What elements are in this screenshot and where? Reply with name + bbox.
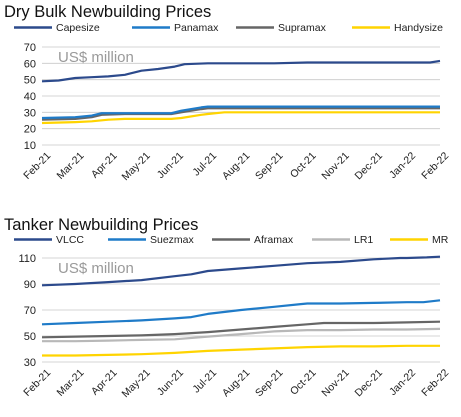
drybulk-unit-label: US$ million [58, 49, 134, 66]
drybulk-x-tick-label: Nov-21 [319, 150, 352, 183]
tanker-x-tick-label: Feb-21 [21, 367, 53, 399]
tanker-series-line-vlcc [41, 255, 441, 287]
drybulk-x-tick-label: Oct-21 [288, 150, 319, 181]
drybulk-y-tick-label: 50 [24, 75, 36, 87]
tanker-series-line-lr1 [42, 327, 441, 343]
drybulk-y-tick-label: 20 [24, 124, 36, 136]
drybulk-y-tick-label: 60 [24, 58, 36, 70]
tanker-y-tick-label: 70 [24, 305, 36, 317]
tanker-x-tick-label: Jan-22 [387, 367, 418, 398]
drybulk-x-tick-label: Apr-21 [89, 150, 120, 181]
drybulk-y-tick-label: 10 [24, 140, 36, 152]
tanker-x-tick-label: Mar-21 [54, 367, 86, 399]
drybulk-y-tick-label: 70 [24, 42, 36, 54]
drybulk-chart-title: Dry Bulk Newbuilding Prices [4, 3, 211, 21]
drybulk-x-tick-label: Sep-21 [253, 150, 286, 183]
tanker-legend-label-lr1: LR1 [354, 234, 373, 246]
tanker-x-tick-label: Sep-21 [253, 367, 286, 400]
drybulk-x-tick-label: Feb-22 [419, 150, 451, 182]
tanker-legend-label-suezmax: Suezmax [150, 234, 195, 246]
tanker-series-line-aframax [41, 320, 441, 339]
tanker-x-tick-label: May-21 [120, 367, 153, 400]
drybulk-x-tick-label: Mar-21 [54, 150, 86, 182]
tanker-chart-title: Tanker Newbuilding Prices [4, 216, 198, 234]
drybulk-y-tick-label: 30 [24, 107, 36, 119]
tanker-legend-label-mr: MR [432, 234, 449, 246]
tanker-x-tick-label: Jul-21 [190, 367, 219, 396]
drybulk-x-tick-label: Dec-21 [353, 150, 386, 183]
tanker-x-tick-label: Oct-21 [288, 367, 319, 398]
tanker-series-line-mr [42, 344, 440, 357]
tanker-x-tick-label: Nov-21 [319, 367, 352, 400]
drybulk-legend-label-handysize: Handysize [394, 22, 443, 34]
tanker-y-tick-label: 110 [18, 253, 36, 265]
tanker-y-tick-label: 30 [24, 357, 36, 369]
drybulk-series-line-capesize [41, 59, 441, 83]
drybulk-legend-label-capesize: Capesize [56, 22, 100, 34]
drybulk-x-tick-label: Jun-21 [155, 150, 186, 181]
tanker-legend-label-vlcc: VLCC [56, 234, 84, 246]
drybulk-series-line-panamax [41, 105, 440, 120]
tanker-x-tick-label: Dec-21 [353, 367, 386, 400]
drybulk-x-tick-label: Aug-21 [220, 150, 253, 183]
drybulk-series-line-handysize [41, 111, 440, 125]
tanker-x-tick-label: Feb-22 [419, 367, 451, 399]
tanker-x-tick-label: Aug-21 [220, 367, 253, 400]
tanker-unit-label: US$ million [58, 260, 134, 277]
drybulk-x-tick-label: Feb-21 [21, 150, 53, 182]
tanker-series-line-suezmax [41, 299, 441, 326]
drybulk-x-tick-label: Jul-21 [190, 150, 219, 179]
drybulk-x-tick-label: May-21 [120, 150, 153, 183]
drybulk-y-tick-label: 40 [24, 91, 36, 103]
drybulk-x-tick-label: Jan-22 [387, 150, 418, 181]
tanker-y-tick-label: 90 [24, 279, 36, 291]
tanker-legend-label-aframax: Aframax [254, 234, 294, 246]
drybulk-series-line-supramax [41, 107, 440, 121]
tanker-x-tick-label: Apr-21 [89, 367, 120, 398]
drybulk-legend-label-supramax: Supramax [278, 22, 327, 34]
tanker-x-tick-label: Jun-21 [155, 367, 186, 398]
tanker-y-tick-label: 50 [24, 331, 36, 343]
drybulk-legend-label-panamax: Panamax [174, 22, 219, 34]
